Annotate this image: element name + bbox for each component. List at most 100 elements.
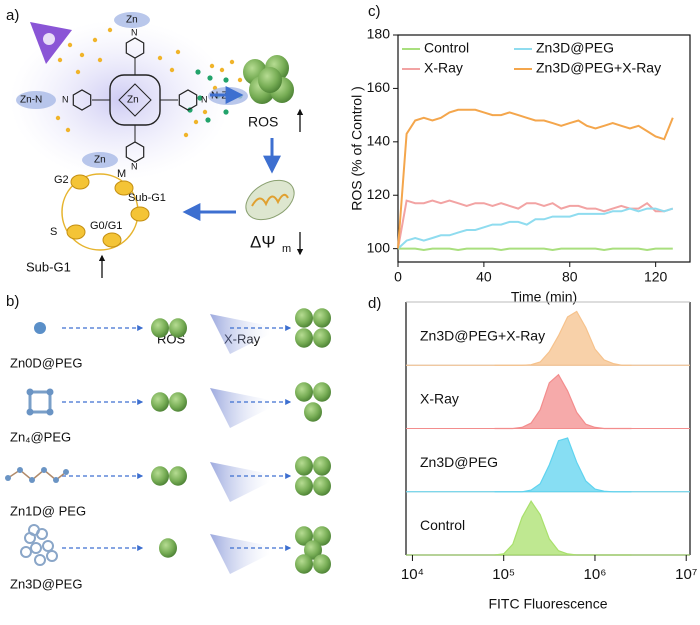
cell: [70, 174, 90, 190]
ros-sphere: [295, 328, 313, 348]
row-label: Zn₄@PEG: [10, 429, 71, 444]
xray-beam: [210, 462, 270, 502]
series-line: [398, 247, 673, 252]
ros-dot: [223, 109, 229, 115]
energy-dot: [55, 115, 61, 121]
series-label: X-Ray: [420, 391, 459, 407]
energy-dot: [75, 69, 81, 75]
zn4-node: [46, 408, 54, 416]
pyridine: [72, 89, 92, 111]
zn1d-node: [63, 469, 69, 475]
row-label: Zn0D@PEG: [10, 355, 82, 370]
plot-frame: [397, 34, 691, 263]
zn4-icon: [28, 390, 52, 414]
ros-sphere: [295, 456, 313, 476]
pyridine: [178, 89, 198, 111]
label: Zn-N: [20, 95, 42, 106]
xray-glow: [10, 20, 230, 180]
energy-dot: [79, 52, 85, 58]
legend-label: X-Ray: [424, 60, 463, 76]
y-axis-label: ROS (% of Control ): [349, 86, 365, 210]
x-axis-label: FITC Fluorescence: [488, 596, 607, 612]
row-label: Zn3D@PEG: [10, 576, 82, 591]
label: M: [117, 168, 126, 180]
zn1d-node: [41, 467, 47, 473]
label: Sub-G1: [26, 259, 71, 274]
ros-dot: [223, 77, 229, 83]
legend-label: Zn3D@PEG+X-Ray: [536, 60, 661, 76]
histogram-area: [494, 501, 632, 555]
ros-sphere: [258, 67, 282, 93]
panel-label: c): [368, 3, 381, 20]
pyridine: [125, 141, 145, 163]
energy-dot: [57, 57, 63, 63]
ros-sphere: [295, 554, 313, 574]
energy-dot: [92, 37, 98, 43]
x-tick-label: 10⁶: [584, 566, 607, 583]
ros-sphere: [304, 402, 322, 422]
zn4-node: [26, 388, 34, 396]
zn1d-node: [5, 475, 11, 481]
series-label: Control: [420, 517, 465, 533]
x-axis-label: Time (min): [511, 289, 577, 305]
ros-sphere: [304, 540, 322, 560]
zn3d-node: [30, 542, 42, 554]
zn4-node: [26, 408, 34, 416]
y-tick-label: 100: [367, 239, 391, 255]
panel-label: d): [368, 295, 381, 312]
row-label: Zn1D@ PEG: [10, 503, 86, 518]
y-tick-label: 160: [367, 79, 391, 95]
ros-sphere: [295, 382, 313, 402]
ros-sphere: [313, 526, 331, 546]
panel-label: a): [6, 7, 19, 24]
radiation-icon: [43, 33, 55, 45]
ros-sphere: [295, 308, 313, 328]
zn4-node: [46, 388, 54, 396]
y-tick-label: 140: [367, 133, 391, 149]
label: G2: [54, 174, 69, 186]
ros-dot: [205, 117, 211, 123]
energy-dot: [202, 109, 208, 115]
energy-dot: [67, 42, 73, 48]
ros-sphere: [151, 466, 169, 486]
label: N: [131, 161, 138, 171]
cell: [66, 224, 86, 240]
ros-sphere: [151, 318, 169, 338]
legend-label: Control: [424, 40, 469, 56]
x-tick-label: 10⁷: [675, 566, 697, 583]
zn1d-node: [53, 477, 59, 483]
ros-dot: [197, 95, 203, 101]
panel-label: b): [6, 293, 19, 310]
ros-dot: [207, 75, 213, 81]
ros-sphere: [295, 526, 313, 546]
x-tick-label: 80: [562, 269, 578, 285]
ros-sphere: [313, 308, 331, 328]
cristae: [251, 193, 289, 207]
energy-dot: [97, 57, 103, 63]
series-line: [397, 207, 674, 250]
label: N: [62, 94, 69, 104]
series-line: [397, 108, 674, 249]
energy-dot: [183, 132, 189, 138]
ros-sphere: [313, 476, 331, 496]
mitochondrion: [245, 179, 295, 221]
y-tick-label: 120: [367, 186, 391, 202]
zn-node: [16, 91, 56, 109]
energy-dot: [65, 127, 71, 133]
label: N: [201, 94, 208, 104]
energy-dot: [107, 27, 113, 33]
ros-sphere: [295, 476, 313, 496]
cell: [114, 180, 134, 196]
label: S: [50, 226, 57, 238]
x-tick-label: 10⁴: [401, 566, 424, 583]
zn3d-node: [42, 540, 54, 552]
histogram-area: [494, 374, 632, 429]
zn1d-node: [17, 467, 23, 473]
series-label: Zn3D@PEG+X-Ray: [420, 327, 545, 343]
zn0d-icon: [34, 322, 46, 334]
zn3d-node: [20, 546, 32, 558]
xray-beam: [210, 314, 270, 354]
x-tick-label: 0: [394, 269, 402, 285]
label: ROS: [248, 114, 278, 130]
zn-node: [114, 12, 150, 28]
